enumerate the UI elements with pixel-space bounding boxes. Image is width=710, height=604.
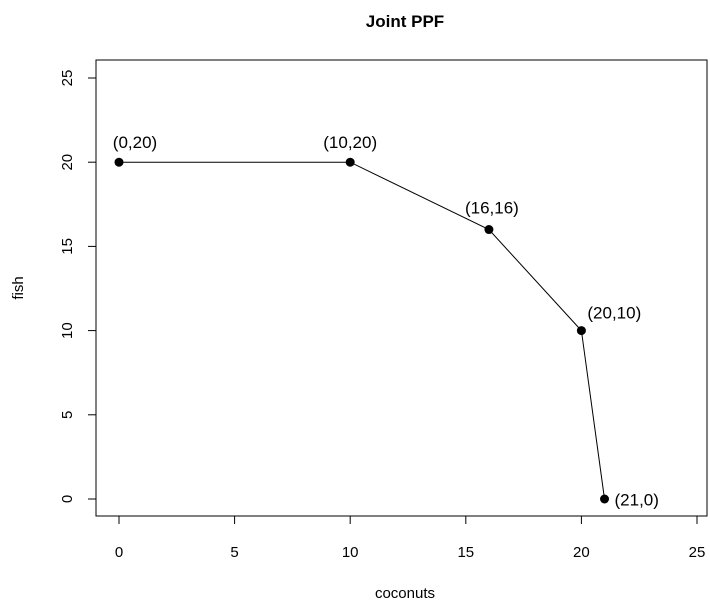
x-tick-label: 20 [573,544,590,561]
x-axis: 0 5 10 15 20 25 [115,515,706,561]
point-label: (16,16) [465,199,519,218]
y-axis-label: fish [10,276,27,299]
x-tick-label: 10 [342,544,359,561]
ppf-point [484,225,494,235]
point-label: (20,10) [587,304,641,323]
plot-frame [95,59,708,517]
y-tick-label: 20 [59,154,76,171]
x-tick-label: 5 [230,544,238,561]
x-axis-label: coconuts [375,585,435,602]
y-tick-label: 10 [59,322,76,339]
y-tick-label: 15 [59,238,76,255]
chart-title: Joint PPF [366,12,444,31]
ppf-point [345,157,355,167]
ppf-point [576,326,586,336]
x-tick-label: 25 [689,544,706,561]
y-axis: 0 5 10 15 20 25 [59,70,97,503]
y-tick-label: 25 [59,70,76,87]
x-tick-label: 15 [457,544,474,561]
point-label: (10,20) [323,133,377,152]
ppf-line [119,161,606,500]
series-layer: (0,20) (10,20) (16,16) (20,10) (21,0) [113,133,659,509]
x-tick-label: 0 [115,544,123,561]
point-label: (0,20) [113,133,157,152]
ppf-point [600,494,610,504]
point-label: (21,0) [615,490,659,509]
y-tick-label: 0 [59,495,76,503]
y-tick-label: 5 [59,411,76,419]
ppf-point [114,157,124,167]
